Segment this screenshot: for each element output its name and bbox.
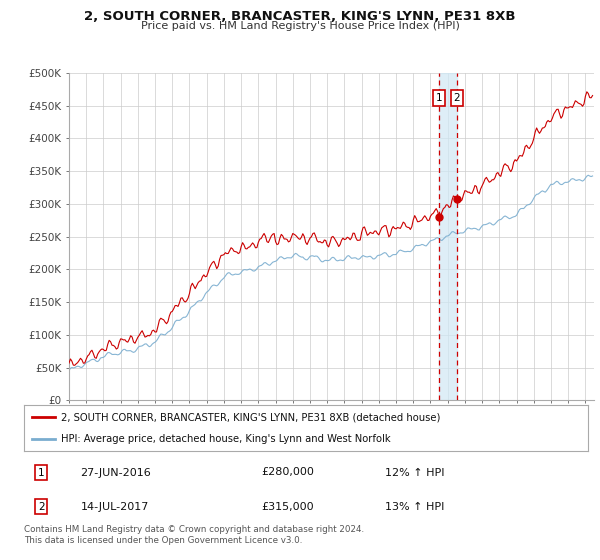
Text: 27-JUN-2016: 27-JUN-2016 [80,468,151,478]
Text: Price paid vs. HM Land Registry's House Price Index (HPI): Price paid vs. HM Land Registry's House … [140,21,460,31]
Text: 13% ↑ HPI: 13% ↑ HPI [385,502,445,512]
Text: 14-JUL-2017: 14-JUL-2017 [80,502,149,512]
Text: HPI: Average price, detached house, King's Lynn and West Norfolk: HPI: Average price, detached house, King… [61,435,390,444]
Text: 2, SOUTH CORNER, BRANCASTER, KING'S LYNN, PE31 8XB: 2, SOUTH CORNER, BRANCASTER, KING'S LYNN… [84,10,516,22]
Bar [439,73,457,400]
Text: 2: 2 [38,502,45,512]
Text: £315,000: £315,000 [261,502,314,512]
Text: Contains HM Land Registry data © Crown copyright and database right 2024.
This d: Contains HM Land Registry data © Crown c… [24,525,364,545]
Text: 12% ↑ HPI: 12% ↑ HPI [385,468,445,478]
Text: 2: 2 [454,93,460,102]
Text: 1: 1 [38,468,45,478]
Text: 1: 1 [436,93,442,102]
Text: 2, SOUTH CORNER, BRANCASTER, KING'S LYNN, PE31 8XB (detached house): 2, SOUTH CORNER, BRANCASTER, KING'S LYNN… [61,412,440,422]
Text: £280,000: £280,000 [261,468,314,478]
